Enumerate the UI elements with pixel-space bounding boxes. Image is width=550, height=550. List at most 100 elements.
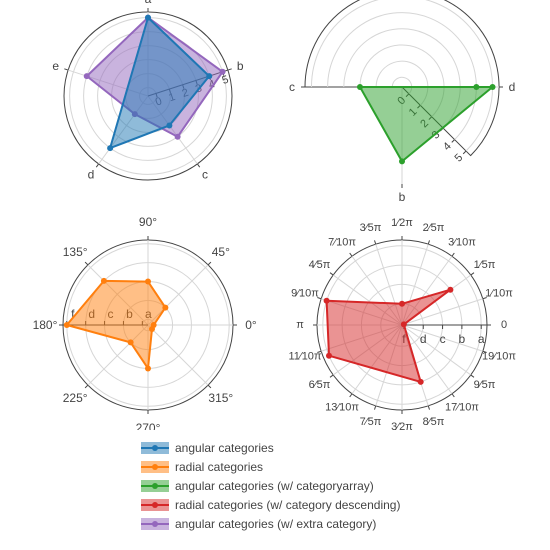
polar3-series-0-point-4 xyxy=(63,322,70,328)
polar3-angular-tick-label: 90° xyxy=(139,215,157,229)
polar4-angular-tick xyxy=(329,272,334,276)
polar4-spoke xyxy=(401,324,483,352)
polar4-angular-tick xyxy=(349,393,353,398)
polar3-angular-tick-label: 135° xyxy=(63,245,88,259)
legend-item-angular-categories-categoryarray[interactable]: angular categories (w/ categoryarray) xyxy=(140,476,400,495)
polar4-series-0-point-5 xyxy=(417,378,424,385)
polar3-angular-tick-label: 225° xyxy=(63,391,88,405)
polar2-radial-tick xyxy=(451,139,455,143)
polar3-series-0-point-1 xyxy=(162,304,169,311)
polar4-angular-tick-label: 3⁄5π xyxy=(360,222,382,234)
polar3-radial-tick-label: f xyxy=(71,307,75,321)
polar4-angular-tick xyxy=(451,252,455,257)
polar4-angular-tick-label: 13⁄10π xyxy=(325,402,359,414)
polar4-series-0-point-4 xyxy=(325,352,332,359)
polar2-series-0-point-3 xyxy=(473,84,480,90)
polar1-angular-tick-label: c xyxy=(202,167,208,181)
polar4-angular-tick-label: 17⁄10π xyxy=(445,402,479,414)
polar4-radial-tick-label: d xyxy=(420,332,427,346)
legend-swatch-red xyxy=(141,498,169,511)
polar3-angular-tick-label: 180° xyxy=(33,318,58,332)
legend-item-radial-categories-descending[interactable]: radial categories (w/ category descendin… xyxy=(140,495,400,514)
polar1-series-1-point-4 xyxy=(83,73,90,80)
polar4-angular-tick xyxy=(470,374,475,378)
polar4-angular-tick xyxy=(451,393,455,398)
polar3-angular-tick xyxy=(207,384,212,389)
polar2-grid-arc xyxy=(310,0,494,152)
polar4-angular-tick-label: 6⁄5π xyxy=(309,379,331,391)
polar4-angular-tick xyxy=(427,405,430,410)
legend-label: angular categories (w/ categoryarray) xyxy=(175,478,374,493)
legend: angular categories radial categories ang… xyxy=(140,438,400,533)
polar3-angular-tick-label: 270° xyxy=(136,421,161,430)
polar4-angular-tick xyxy=(329,374,334,378)
legend-label: radial categories (w/ category descendin… xyxy=(175,497,401,512)
polar3-series-0-point-6 xyxy=(145,365,151,372)
polar4-angular-tick-label: 1⁄2π xyxy=(391,217,413,229)
polar2-series-0-point-2 xyxy=(356,84,363,90)
polar4-angular-tick-label: 19⁄10π xyxy=(482,351,516,363)
polar4-angular-tick-label: 0 xyxy=(501,319,507,331)
polar4-series-0-point-3 xyxy=(323,297,330,304)
polar2-series-0-point-0 xyxy=(489,84,496,90)
polar4-angular-tick-label: 9⁄10π xyxy=(291,287,319,299)
polar1-angular-tick-label: b xyxy=(237,59,244,73)
polar2-series-0-area xyxy=(359,86,494,163)
polar4-radial-tick-label: a xyxy=(478,332,485,346)
polar3-series-0-area xyxy=(65,279,167,370)
polar3-series-0-point-7 xyxy=(149,326,156,333)
polar3-series-0-point-2 xyxy=(145,278,151,285)
polar4-angular-tick-label: π xyxy=(296,319,304,331)
polar4-spoke xyxy=(401,298,483,326)
polar4-angular-tick-label: 3⁄10π xyxy=(448,236,476,248)
polar4-spoke xyxy=(401,324,472,376)
polar2-angular-tick-label: d xyxy=(509,80,516,94)
polar4-angular-tick-label: 8⁄5π xyxy=(423,416,445,428)
legend-swatch-green xyxy=(141,479,169,492)
polar1-angular-tick xyxy=(196,163,201,168)
polar4-angular-tick-label: 1⁄5π xyxy=(474,259,496,271)
polar4-series-0-point-1 xyxy=(447,286,454,293)
polar4-angular-tick xyxy=(349,252,353,257)
polar1-series-0-point-1 xyxy=(206,73,213,80)
polar2-series-0-point-1 xyxy=(399,158,405,165)
legend-swatch-orange xyxy=(141,460,169,473)
polar4-angular-tick-label: 11⁄10π xyxy=(288,351,321,363)
legend-label: angular categories (w/ extra category) xyxy=(175,516,377,531)
legend-item-radial-categories[interactable]: radial categories xyxy=(140,457,400,476)
polar3-angular-tick xyxy=(84,384,89,389)
polar4-angular-tick-label: 2⁄5π xyxy=(423,222,445,234)
polar3-angular-tick xyxy=(207,261,212,266)
polar4-spoke xyxy=(401,324,453,395)
polar4-angular-tick xyxy=(482,350,487,353)
polar4-series-0-area xyxy=(325,288,452,383)
polar4-angular-tick xyxy=(374,405,377,410)
polar4-angular-tick-label: 4⁄5π xyxy=(309,259,331,271)
polar3-series-0-point-5 xyxy=(127,339,134,346)
polar1-series-1-point-2 xyxy=(174,133,181,140)
polar1-series-0-point-2 xyxy=(166,122,173,129)
polar2-radial-tick xyxy=(462,150,467,155)
polar2-angular-tick-label: c xyxy=(289,80,295,94)
polar3-spoke xyxy=(147,324,209,386)
polar1-radial-tick-label: 5 xyxy=(221,74,231,87)
polar1-angular-tick xyxy=(227,68,232,71)
polar2-angular-tick-label: b xyxy=(399,190,406,204)
legend-item-angular-categories-extra[interactable]: angular categories (w/ extra category) xyxy=(140,514,400,533)
polar1-angular-tick xyxy=(64,68,69,71)
polar4-angular-tick xyxy=(374,240,377,245)
legend-swatch-purple xyxy=(141,517,169,530)
polar4-angular-tick-label: 9⁄5π xyxy=(474,379,496,391)
polar1-angular-tick-label: e xyxy=(52,59,59,73)
polar4-angular-tick xyxy=(482,297,487,300)
polar1-series-0-point-0 xyxy=(145,14,151,21)
legend-swatch-blue xyxy=(141,441,169,454)
polar2-outline xyxy=(304,0,500,157)
polar1-angular-tick xyxy=(95,163,100,168)
polar4-angular-tick-label: 7⁄10π xyxy=(328,236,356,248)
polar3-angular-tick xyxy=(84,261,89,266)
polar4-angular-tick xyxy=(427,240,430,245)
polar4-angular-tick xyxy=(470,272,475,276)
legend-item-angular-categories[interactable]: angular categories xyxy=(140,438,400,457)
